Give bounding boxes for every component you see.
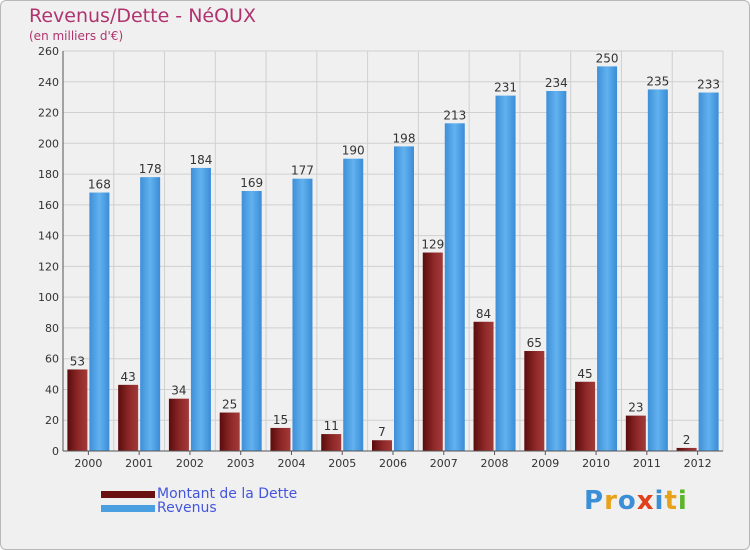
- data-label-debt: 34: [171, 384, 186, 398]
- data-label-debt: 129: [421, 238, 444, 252]
- bar-revenue: [190, 167, 211, 451]
- bar-revenue: [394, 146, 414, 451]
- legend-swatch-revenue: [101, 504, 155, 512]
- x-tick-label: 2008: [481, 457, 509, 470]
- bar-revenue: [495, 95, 516, 451]
- y-tick-label: 260: [38, 45, 59, 58]
- data-label-debt: 84: [476, 307, 491, 321]
- bar-revenue: [546, 91, 567, 451]
- x-tick-label: 2003: [227, 457, 255, 470]
- chart-subtitle: (en milliers d'€): [29, 29, 124, 43]
- logo-letter: i: [677, 486, 688, 516]
- bar-debt: [168, 398, 189, 451]
- bar-revenue: [343, 158, 364, 451]
- bar-revenue: [292, 178, 313, 451]
- chart-title: Revenus/Dette - NéOUX: [29, 5, 256, 27]
- legend-label-revenue: Revenus: [157, 500, 217, 516]
- data-label-revenue: 198: [393, 131, 416, 145]
- plot-area: [63, 51, 723, 451]
- bar-revenue: [647, 89, 668, 451]
- x-tick-label: 2010: [582, 457, 610, 470]
- data-label-revenue: 233: [697, 78, 720, 92]
- bar-debt: [575, 381, 596, 451]
- bar-revenue: [597, 66, 618, 451]
- data-label-revenue: 168: [88, 178, 111, 192]
- bar-debt: [372, 440, 392, 451]
- x-tick-label: 2011: [633, 457, 661, 470]
- data-label-revenue: 234: [545, 76, 568, 90]
- bar-debt: [473, 321, 494, 451]
- x-tick-label: 2002: [176, 457, 204, 470]
- y-tick-label: 120: [38, 260, 59, 273]
- data-label-debt: 53: [70, 354, 85, 368]
- bar-revenue: [698, 92, 719, 452]
- y-tick-label: 180: [38, 168, 59, 181]
- bar-debt: [676, 447, 697, 451]
- bar-revenue: [241, 191, 262, 451]
- x-tick-label: 2012: [684, 457, 712, 470]
- y-tick-label: 200: [38, 137, 59, 150]
- y-tick-label: 60: [45, 353, 59, 366]
- logo-letter: x: [636, 486, 655, 516]
- x-tick-label: 2006: [379, 457, 407, 470]
- data-label-revenue: 231: [494, 81, 517, 95]
- y-tick-label: 20: [45, 414, 59, 427]
- logo-letter: o: [617, 486, 637, 516]
- x-tick-label: 2007: [430, 457, 458, 470]
- data-label-debt: 2: [683, 433, 691, 447]
- proxiti-logo: Proxiti: [584, 486, 688, 516]
- x-tick-label: 2000: [74, 457, 102, 470]
- bar-debt: [219, 412, 240, 451]
- bar-debt: [321, 434, 342, 451]
- y-tick-label: 160: [38, 199, 59, 212]
- data-label-revenue: 184: [189, 153, 212, 167]
- logo-letter: r: [604, 486, 618, 516]
- y-tick-label: 100: [38, 291, 59, 304]
- data-label-revenue: 178: [139, 162, 162, 176]
- legend-label-debt: Montant de la Dette: [157, 486, 298, 502]
- x-tick-label: 2004: [277, 457, 305, 470]
- logo-letter: t: [664, 486, 678, 516]
- bar-revenue: [89, 192, 110, 452]
- bar-debt: [524, 351, 545, 451]
- y-tick-label: 0: [52, 445, 59, 458]
- data-label-revenue: 169: [240, 176, 263, 190]
- data-label-debt: 15: [273, 413, 288, 427]
- data-label-debt: 23: [628, 401, 643, 415]
- x-tick-label: 2005: [328, 457, 356, 470]
- bar-debt: [422, 252, 443, 451]
- data-label-revenue: 177: [291, 164, 314, 178]
- y-tick-label: 140: [38, 230, 59, 243]
- legend-item-debt: Montant de la Dette: [101, 486, 297, 502]
- y-tick-label: 240: [38, 76, 59, 89]
- y-tick-label: 220: [38, 107, 59, 120]
- bar-revenue: [140, 177, 161, 451]
- x-tick-label: 2009: [531, 457, 559, 470]
- data-label-revenue: 250: [596, 51, 619, 65]
- data-label-debt: 7: [378, 425, 386, 439]
- data-label-revenue: 190: [342, 144, 365, 158]
- data-label-debt: 11: [324, 419, 339, 433]
- bar-debt: [118, 384, 139, 451]
- data-label-revenue: 235: [646, 74, 669, 88]
- data-label-debt: 45: [577, 367, 592, 381]
- bar-debt: [67, 369, 88, 451]
- bar-revenue: [444, 123, 465, 452]
- logo-letter: P: [584, 486, 605, 516]
- legend-swatch-debt: [101, 490, 155, 498]
- bar-debt: [270, 427, 291, 451]
- data-label-debt: 25: [222, 398, 237, 412]
- legend-item-revenue: Revenus: [101, 500, 217, 516]
- y-tick-label: 40: [45, 383, 59, 396]
- data-label-debt: 65: [527, 336, 542, 350]
- data-label-debt: 43: [121, 370, 136, 384]
- data-label-revenue: 213: [443, 108, 466, 122]
- x-tick-label: 2001: [125, 457, 153, 470]
- bar-debt: [625, 415, 646, 451]
- logo-letter: i: [654, 486, 665, 516]
- y-tick-label: 80: [45, 322, 59, 335]
